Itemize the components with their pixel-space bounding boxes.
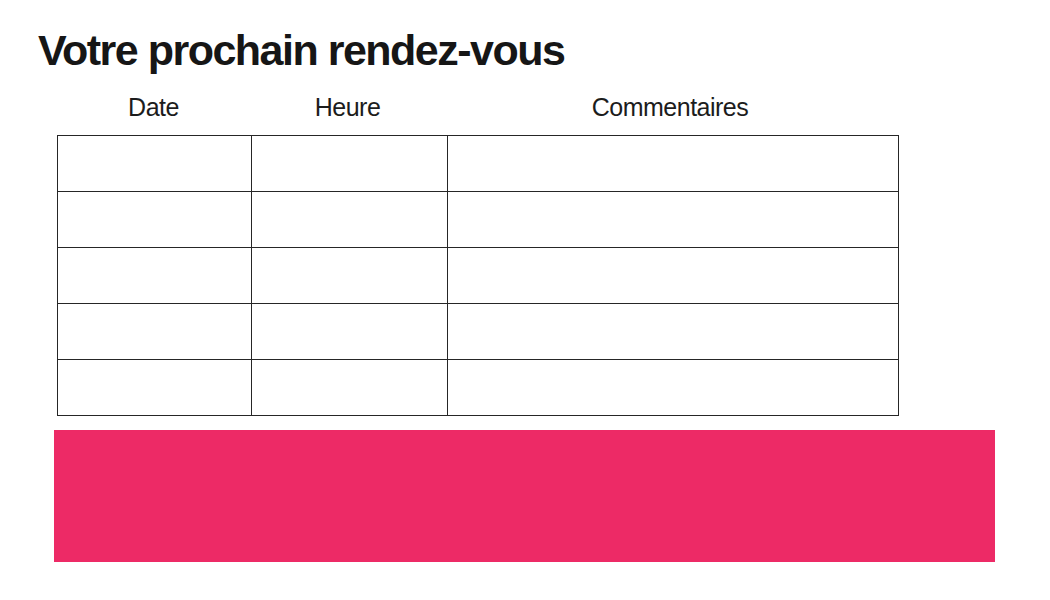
column-header-commentaires: Commentaires xyxy=(445,90,895,124)
table-cell-heure xyxy=(252,248,448,304)
table-cell-heure xyxy=(252,360,448,416)
table-cell-date xyxy=(58,360,252,416)
table-row xyxy=(58,192,899,248)
table-cell-date xyxy=(58,136,252,192)
column-header-heure: Heure xyxy=(250,90,445,124)
table-cell-commentaires xyxy=(448,360,899,416)
page: Votre prochain rendez-vous Date Heure Co… xyxy=(0,0,1050,600)
table-cell-commentaires xyxy=(448,192,899,248)
table-cell-commentaires xyxy=(448,136,899,192)
column-header-date: Date xyxy=(57,90,250,124)
table-cell-commentaires xyxy=(448,248,899,304)
table-header-row: Date Heure Commentaires xyxy=(57,90,895,124)
table-cell-date xyxy=(58,192,252,248)
table-cell-commentaires xyxy=(448,304,899,360)
table-row xyxy=(58,136,899,192)
table-cell-heure xyxy=(252,304,448,360)
table-cell-date xyxy=(58,304,252,360)
appointments-table xyxy=(57,135,899,416)
table-cell-heure xyxy=(252,192,448,248)
table-row xyxy=(58,248,899,304)
table-cell-date xyxy=(58,248,252,304)
table-row xyxy=(58,304,899,360)
page-title: Votre prochain rendez-vous xyxy=(38,26,564,75)
table-row xyxy=(58,360,899,416)
table-cell-heure xyxy=(252,136,448,192)
pink-banner xyxy=(54,430,995,562)
